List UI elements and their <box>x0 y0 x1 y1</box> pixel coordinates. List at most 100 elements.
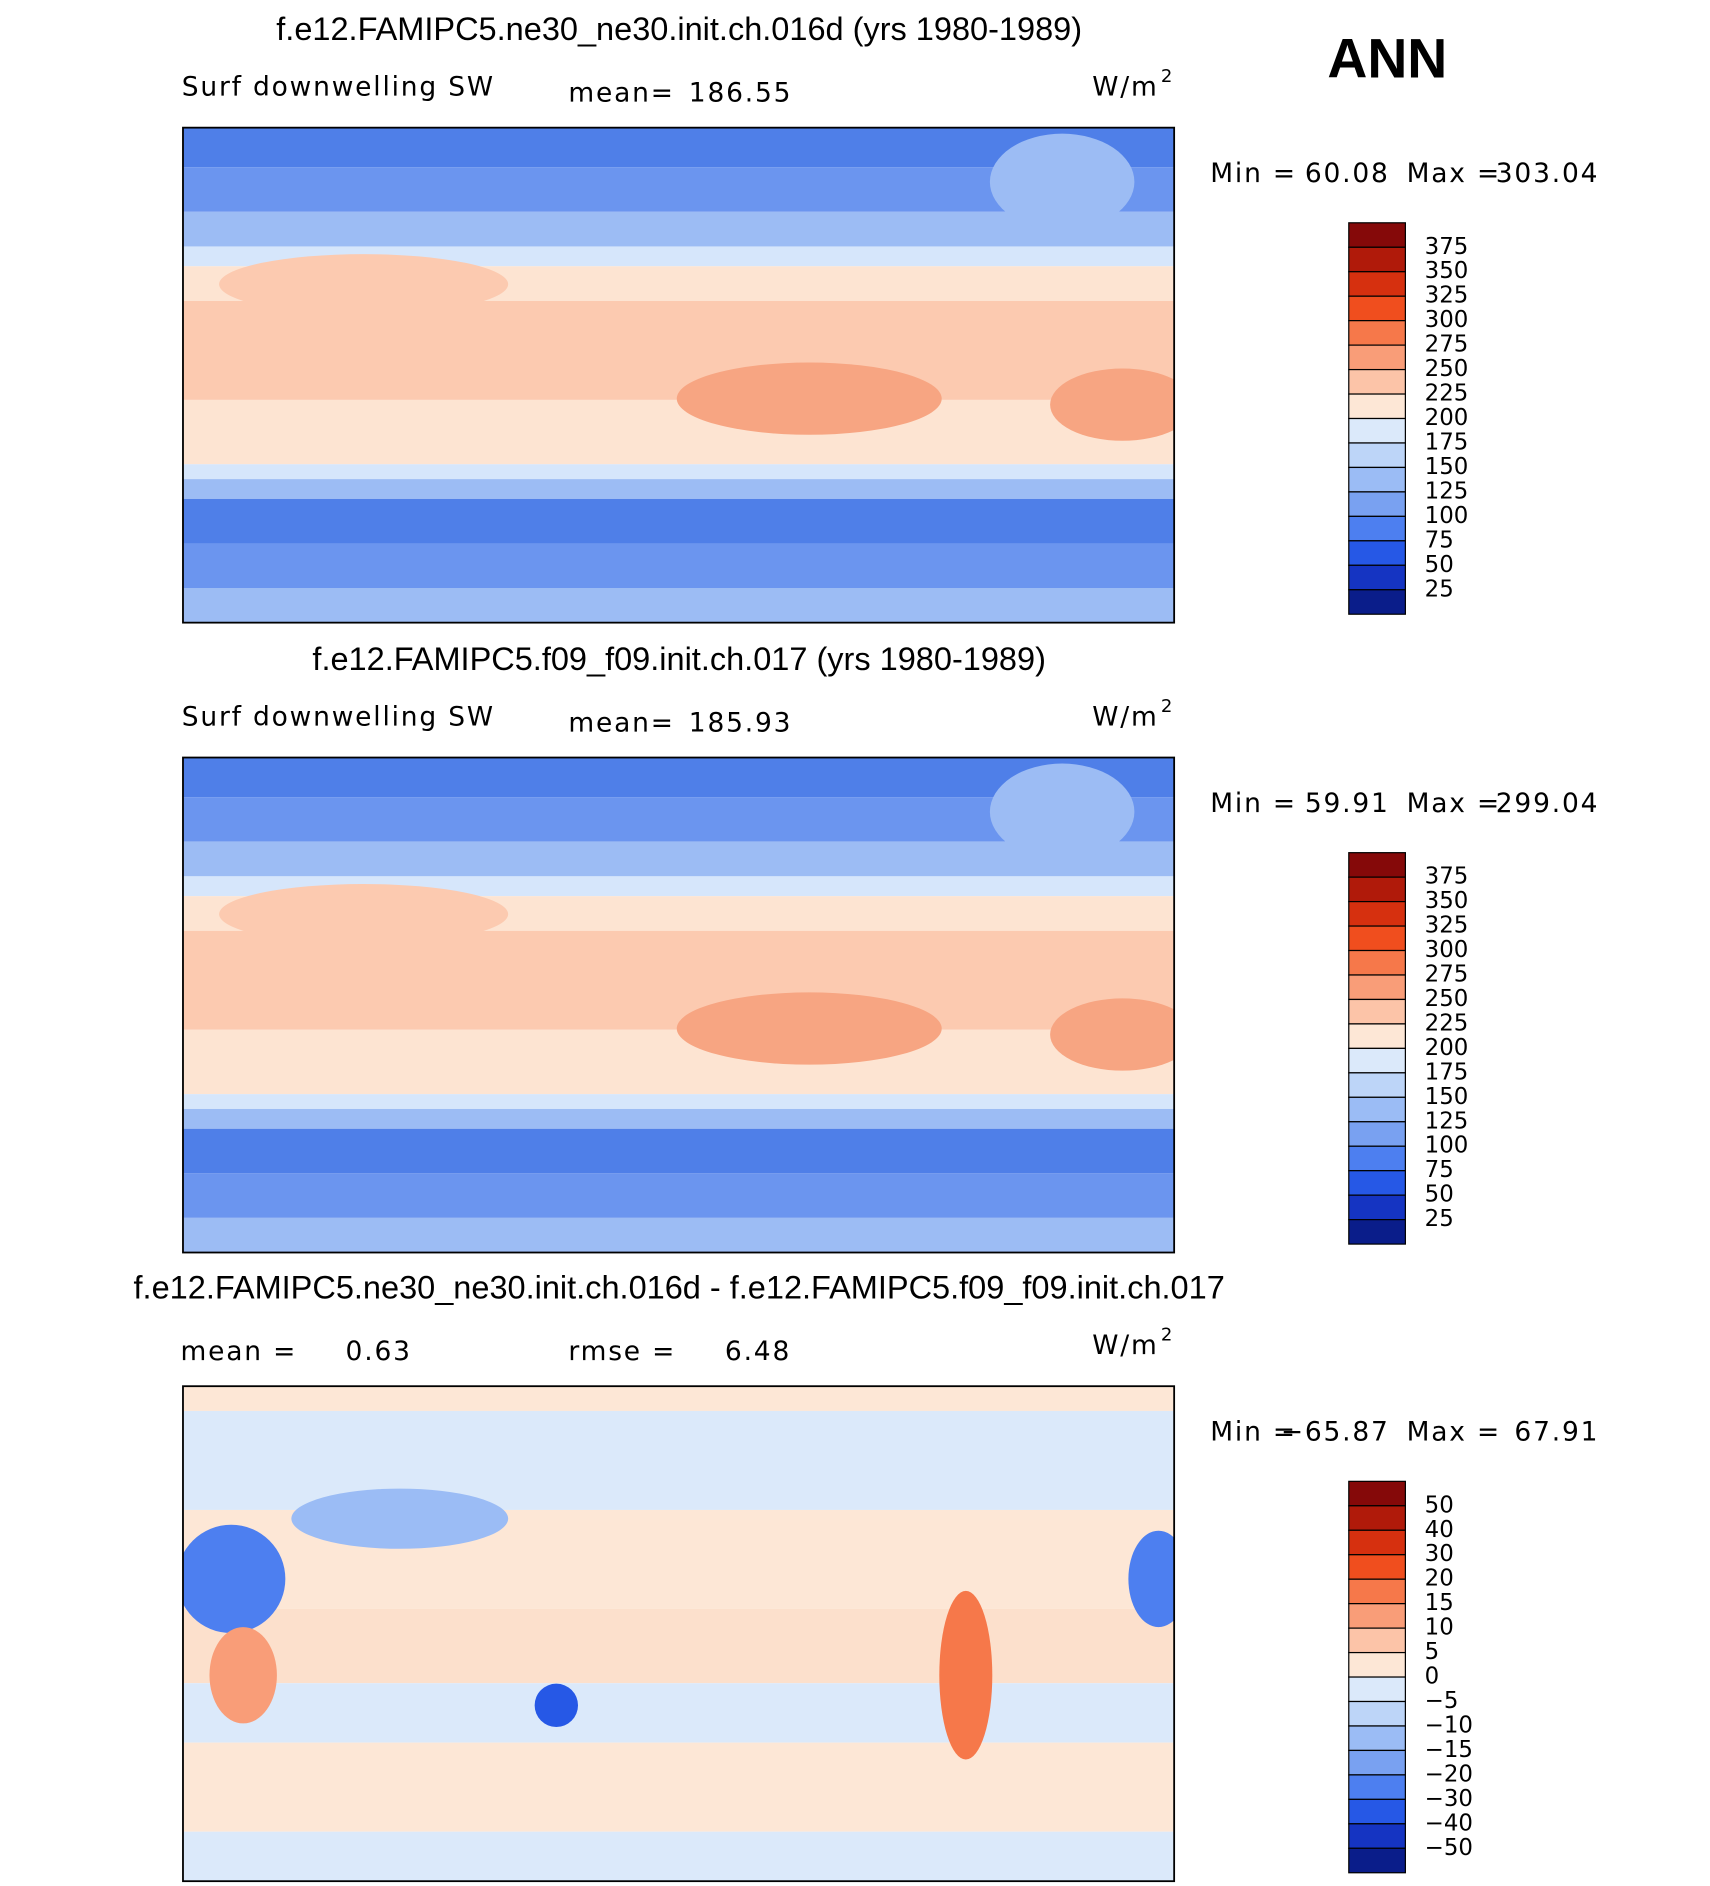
panel-title: f.e12.FAMIPC5.f09_f09.init.ch.017 (yrs 1… <box>312 641 1045 677</box>
map-band <box>182 841 1175 877</box>
colorbar-box <box>1348 246 1406 273</box>
colorbar-label: 125 <box>1425 478 1469 504</box>
map-band <box>182 1217 1175 1253</box>
colorbar-label: 325 <box>1425 913 1469 939</box>
colorbar-box <box>1348 1480 1406 1507</box>
panel-title: f.e12.FAMIPC5.ne30_ne30.init.ch.016d - f… <box>134 1269 1225 1305</box>
map-band <box>182 587 1175 623</box>
colorbar-box <box>1348 1219 1406 1245</box>
colorbar-label: 100 <box>1425 503 1469 529</box>
map <box>182 127 1175 623</box>
stat-value: 186.55 <box>689 77 793 108</box>
map-band <box>182 300 1175 400</box>
colorbar-box <box>1348 515 1406 542</box>
max-label: Max = <box>1407 788 1501 819</box>
map-frame <box>182 756 1176 1254</box>
colorbar-box <box>1348 1798 1406 1825</box>
map <box>182 757 1175 1253</box>
colorbar-box <box>1348 344 1406 371</box>
colorbar-box <box>1348 998 1406 1025</box>
colorbar-box <box>1348 320 1406 346</box>
colorbar-label: 75 <box>1425 1157 1454 1183</box>
map-region <box>182 1524 286 1634</box>
map-band <box>182 1742 1175 1832</box>
colorbar-label: 225 <box>1425 1010 1469 1036</box>
map-region <box>291 1488 509 1549</box>
units: W/m <box>1092 1330 1158 1361</box>
map-band <box>182 464 1175 480</box>
units-exponent: 2 <box>1161 696 1174 717</box>
map-region <box>676 992 942 1065</box>
colorbar-label: 10 <box>1425 1615 1454 1641</box>
colorbar-label: 200 <box>1425 405 1469 431</box>
colorbar-box <box>1348 1774 1406 1800</box>
colorbar-box <box>1348 1023 1406 1049</box>
map-band <box>182 543 1175 588</box>
colorbar-label: 375 <box>1425 864 1469 890</box>
colorbar-box <box>1348 1676 1406 1703</box>
map-frame <box>182 1385 1176 1883</box>
colorbar-box <box>1348 368 1406 395</box>
colorbar-label: 275 <box>1425 332 1469 358</box>
colorbar-box <box>1348 900 1406 927</box>
map-region <box>1050 998 1175 1071</box>
colorbar-box <box>1348 925 1406 952</box>
panel-title: f.e12.FAMIPC5.ne30_ne30.init.ch.016d (yr… <box>276 11 1082 47</box>
map-band <box>182 1108 1175 1129</box>
colorbar-label: 125 <box>1425 1108 1469 1134</box>
colorbar-box <box>1348 1194 1406 1221</box>
map-region <box>534 1683 579 1728</box>
colorbar-label: 0 <box>1425 1664 1440 1690</box>
map-region <box>219 254 509 315</box>
colorbar-label: 25 <box>1425 1206 1454 1232</box>
colorbar-label: 350 <box>1425 888 1469 914</box>
map-band <box>182 1410 1175 1510</box>
colorbar-box <box>1348 295 1406 322</box>
variable-label: Surf downwelling SW <box>182 701 495 732</box>
colorbar-box <box>1348 417 1406 444</box>
map-band <box>182 930 1175 1030</box>
colorbar-label: 150 <box>1425 1084 1469 1110</box>
colorbar-box <box>1348 442 1406 469</box>
max-label: Max = <box>1407 158 1501 189</box>
colorbar-box <box>1348 491 1406 517</box>
min-label: Min = <box>1210 788 1297 819</box>
colorbar-label: 275 <box>1425 961 1469 987</box>
colorbar-label: 15 <box>1425 1590 1454 1616</box>
colorbar-label: 175 <box>1425 429 1469 455</box>
colorbar-box <box>1348 876 1406 903</box>
colorbar-label: 25 <box>1425 576 1454 602</box>
map-region <box>219 883 509 945</box>
min-label: Min = <box>1210 158 1297 189</box>
colorbar-label: −5 <box>1425 1688 1459 1714</box>
map-band <box>182 498 1175 544</box>
map-band <box>182 1094 1175 1109</box>
colorbar-box <box>1348 1554 1406 1580</box>
map-band <box>182 1608 1175 1684</box>
colorbar-label: −40 <box>1425 1810 1473 1836</box>
colorbar-box <box>1348 1823 1406 1849</box>
map-band <box>182 1029 1175 1095</box>
colorbar-box <box>1348 1145 1406 1172</box>
map-region <box>989 763 1135 860</box>
colorbar-label: 175 <box>1425 1059 1469 1085</box>
colorbar-box <box>1348 974 1406 1001</box>
colorbar-box <box>1348 466 1406 493</box>
stat-name: mean= <box>568 707 674 738</box>
map-band <box>182 1831 1175 1882</box>
min-value: 59.91 <box>1305 788 1390 819</box>
stat-name: rmse = <box>568 1336 676 1367</box>
colorbar-box <box>1348 222 1406 248</box>
map <box>182 1386 1175 1882</box>
map-band <box>182 479 1175 499</box>
map-frame <box>182 126 1176 624</box>
map-band <box>182 399 1175 465</box>
colorbar-box <box>1348 1072 1406 1098</box>
map-band <box>182 1386 1175 1411</box>
colorbar-box <box>1348 1578 1406 1605</box>
map-region <box>1050 368 1175 441</box>
colorbar-label: −20 <box>1425 1761 1473 1787</box>
season-label: ANN <box>1327 27 1447 89</box>
max-value: 303.04 <box>1496 158 1600 189</box>
colorbar-box <box>1348 1170 1406 1196</box>
